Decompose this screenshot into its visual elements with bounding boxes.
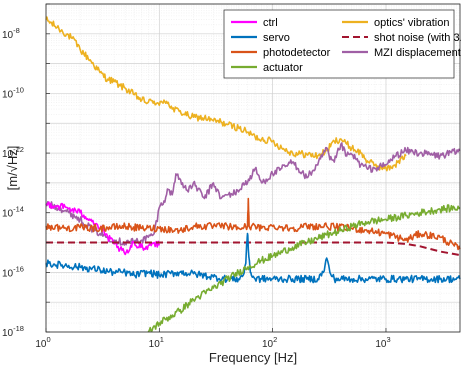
y-axis-label: [m/√Hz] bbox=[5, 146, 20, 191]
x-tick-label: 100 bbox=[35, 335, 50, 350]
legend-label: optics' vibration bbox=[374, 17, 449, 29]
y-tick-label: 10-10 bbox=[2, 85, 24, 100]
legend-label: servo bbox=[263, 32, 290, 44]
legend-box bbox=[223, 9, 455, 79]
y-tick-label: 10-14 bbox=[2, 205, 24, 220]
y-tick-label: 10-18 bbox=[2, 324, 24, 339]
series-optics-vibration-line bbox=[45, 16, 407, 172]
x-tick-label: 103 bbox=[375, 335, 390, 350]
plot-frame bbox=[45, 3, 461, 333]
legend: ctrl optics' vibration servo shot noise (wi… bbox=[223, 9, 461, 79]
y-tick-label: 10-16 bbox=[2, 264, 24, 279]
legend-label: ctrl bbox=[263, 17, 278, 29]
x-tick-label: 101 bbox=[149, 335, 164, 350]
x-tick-label: 102 bbox=[262, 335, 277, 350]
series-servo-line bbox=[45, 232, 461, 284]
axis-ticks bbox=[45, 3, 387, 333]
series-mzi-displacement-line bbox=[45, 142, 461, 246]
y-tick-label: 10-8 bbox=[2, 26, 20, 41]
y-tick-label: 10-12 bbox=[2, 145, 24, 160]
x-tick-labels: 100 101 102 103 bbox=[35, 335, 390, 350]
legend-label: actuator bbox=[263, 62, 303, 74]
series-photodetector-line bbox=[45, 197, 461, 251]
legend-label: MZI displacement bbox=[374, 47, 461, 59]
legend-label: photodetector bbox=[263, 47, 331, 59]
series-layer bbox=[45, 16, 461, 333]
series-actuator-line bbox=[147, 204, 461, 333]
x-axis-label: Frequency [Hz] bbox=[209, 350, 297, 365]
y-tick-labels: 10-8 10-10 10-12 10-14 10-16 10-18 bbox=[2, 26, 24, 339]
legend-label: shot noise (with 3.2 [mW]) bbox=[374, 32, 461, 44]
series-shot-noise-with-3-2-mw-line bbox=[46, 241, 461, 257]
